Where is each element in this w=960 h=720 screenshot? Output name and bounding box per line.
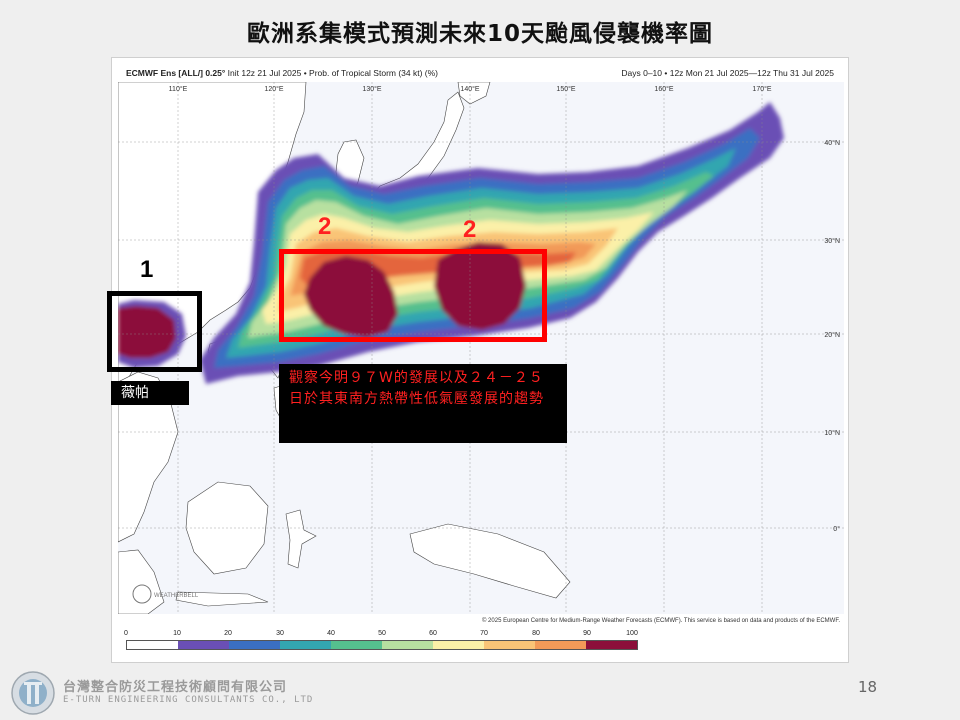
colorbar-segment [382,641,433,649]
sulawesi [285,509,317,569]
longitude-labels: 110°E 120°E 130°E 140°E 150°E 160°E 170°… [169,85,772,93]
colorbar-segment [178,641,229,649]
map-header: ECMWF Ens [ALL/] 0.25° Init 12z 21 Jul 2… [126,68,834,82]
colorbar-segment [535,641,586,649]
hokkaido [457,82,491,105]
new-guinea [409,523,571,599]
company-logo-icon [11,671,55,715]
storm-name-label: 薇帕 [111,381,189,405]
marker-2-east: 2 [463,216,477,243]
lat-label: 10°N [824,429,840,437]
colorbar-segment [331,641,382,649]
weatherbell-watermark: WEATHERBELL [132,584,199,604]
lon-label: 170°E [752,85,771,93]
colorbar-segment [484,641,535,649]
probability-colorbar: 0 10 20 30 40 50 60 70 80 90 100 [124,630,638,662]
colorbar-tick: 90 [583,630,591,637]
colorbar-tick: 0 [124,630,128,637]
forecast-note: 觀察今明９７W的發展以及２４－２５日於其東南方熱帶性低氣壓發展的趨勢 [279,364,567,443]
lon-label: 130°E [362,85,381,93]
lat-label: 20°N [824,331,840,339]
company-name-en: E-TURN ENGINEERING CONSULTANTS CO., LTD [63,695,314,705]
colorbar-tick: 100 [626,630,638,637]
lat-label: 40°N [824,139,840,147]
prob-100-east [434,242,526,330]
colorbar-tick: 40 [327,630,335,637]
colorbar-tick: 50 [378,630,386,637]
colorbar-tick: 80 [532,630,540,637]
colorbar-tick: 60 [429,630,437,637]
probability-shading [118,102,784,384]
init-info: Init 12z 21 Jul 2025 • Prob. of Tropical… [227,68,439,78]
probability-map: ECMWF Ens [ALL/] 0.25° Init 12z 21 Jul 2… [111,57,849,663]
colorbar-segment [586,641,637,649]
slide-title: 歐洲系集模式預測未來10天颱風侵襲機率圖 [246,21,713,47]
page-number: 18 [858,678,878,696]
model-name: ECMWF Ens [ALL/] 0.25° [126,68,226,78]
map-header-left: ECMWF Ens [ALL/] 0.25° Init 12z 21 Jul 2… [126,68,438,78]
lon-label: 140°E [460,85,479,93]
colorbar-segment [280,641,331,649]
lon-label: 160°E [654,85,673,93]
latitude-labels: 40°N 30°N 20°N 10°N 0° [824,139,840,533]
graticule [118,82,844,614]
marker-2-west: 2 [318,213,332,240]
lat-label: 0° [833,525,840,533]
marker-1: 1 [140,256,154,283]
java [175,591,269,607]
lon-label: 110°E [169,85,188,93]
watermark-text: WEATHERBELL [154,593,199,599]
lon-label: 150°E [556,85,575,93]
colorbar-segment [229,641,280,649]
lat-label: 30°N [824,237,840,245]
colorbar-tick: 10 [173,630,181,637]
company-name-cn: 台灣整合防災工程技術顧問有限公司 [63,680,288,695]
indochina [118,371,179,543]
wipha-highlight-box [107,291,202,372]
sumatra [118,549,165,614]
colorbar-tick: 70 [480,630,488,637]
map-canvas: 110°E 120°E 130°E 140°E 150°E 160°E 170°… [118,82,844,614]
copyright-notice: © 2025 European Centre for Medium-Range … [481,618,840,624]
colorbar-tick: 20 [224,630,232,637]
colorbar-strip [126,640,638,650]
colorbar-segment [127,641,178,649]
wipha-core [118,306,176,358]
colorbar-segment [433,641,484,649]
prob-100-west [304,256,398,338]
colorbar-tick: 30 [276,630,284,637]
lon-label: 120°E [264,85,283,93]
forecast-period: Days 0–10 • 12z Mon 21 Jul 2025—12z Thu … [621,68,834,78]
development-highlight-box [279,249,547,342]
